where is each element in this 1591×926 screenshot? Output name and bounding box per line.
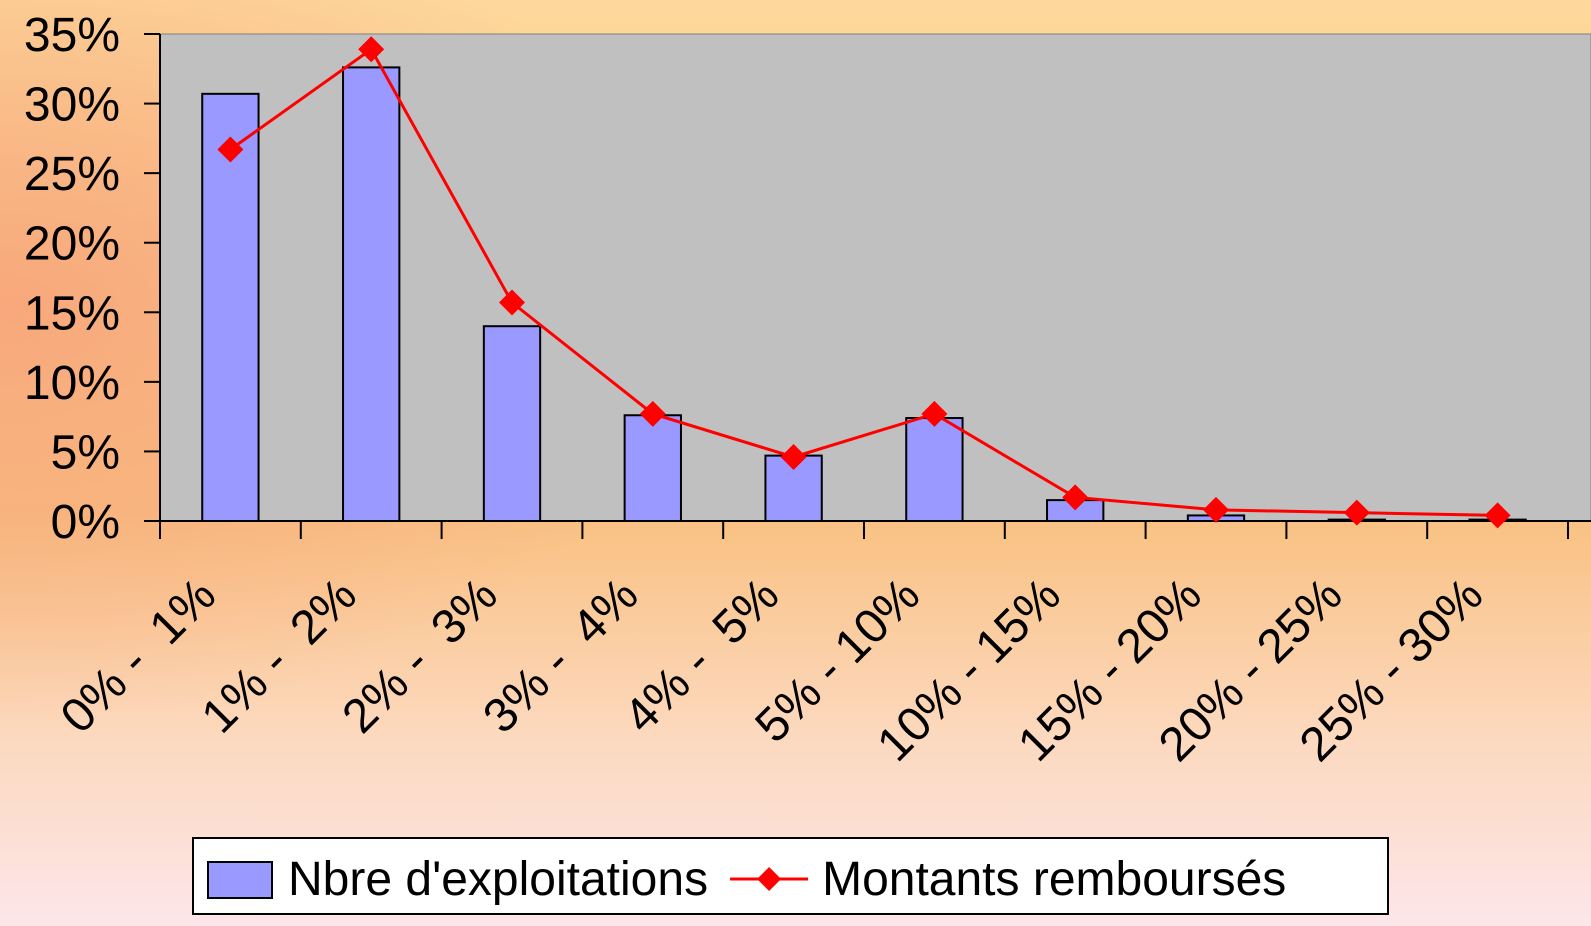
marker <box>780 443 807 470</box>
bar <box>342 66 401 522</box>
y-tick-label: 35% <box>24 9 120 62</box>
marker <box>499 289 525 316</box>
y-tick-label: 0% <box>51 496 120 549</box>
legend <box>192 837 1389 915</box>
y-tick-label: 30% <box>24 79 120 132</box>
marker <box>1484 502 1511 529</box>
marker <box>1203 496 1229 523</box>
legend-swatch <box>207 861 273 899</box>
marker <box>358 36 385 63</box>
bar <box>482 325 542 523</box>
marker <box>1062 484 1089 511</box>
legend-label: Nbre d'exploitations <box>288 853 708 906</box>
marker <box>217 136 244 163</box>
line <box>229 47 1498 517</box>
y-tick-label: 25% <box>24 148 120 201</box>
marker <box>921 400 948 427</box>
legend-marker <box>757 867 782 891</box>
bar <box>201 92 260 523</box>
legend-label: Montants remboursés <box>822 853 1286 906</box>
y-tick-label: 15% <box>24 287 120 340</box>
bar <box>905 417 964 522</box>
y-tick-label: 5% <box>51 426 120 479</box>
marker <box>639 400 666 427</box>
y-tick-label: 10% <box>24 357 120 410</box>
y-tick-label: 20% <box>24 218 120 271</box>
bar <box>623 414 682 523</box>
marker <box>1343 499 1370 526</box>
